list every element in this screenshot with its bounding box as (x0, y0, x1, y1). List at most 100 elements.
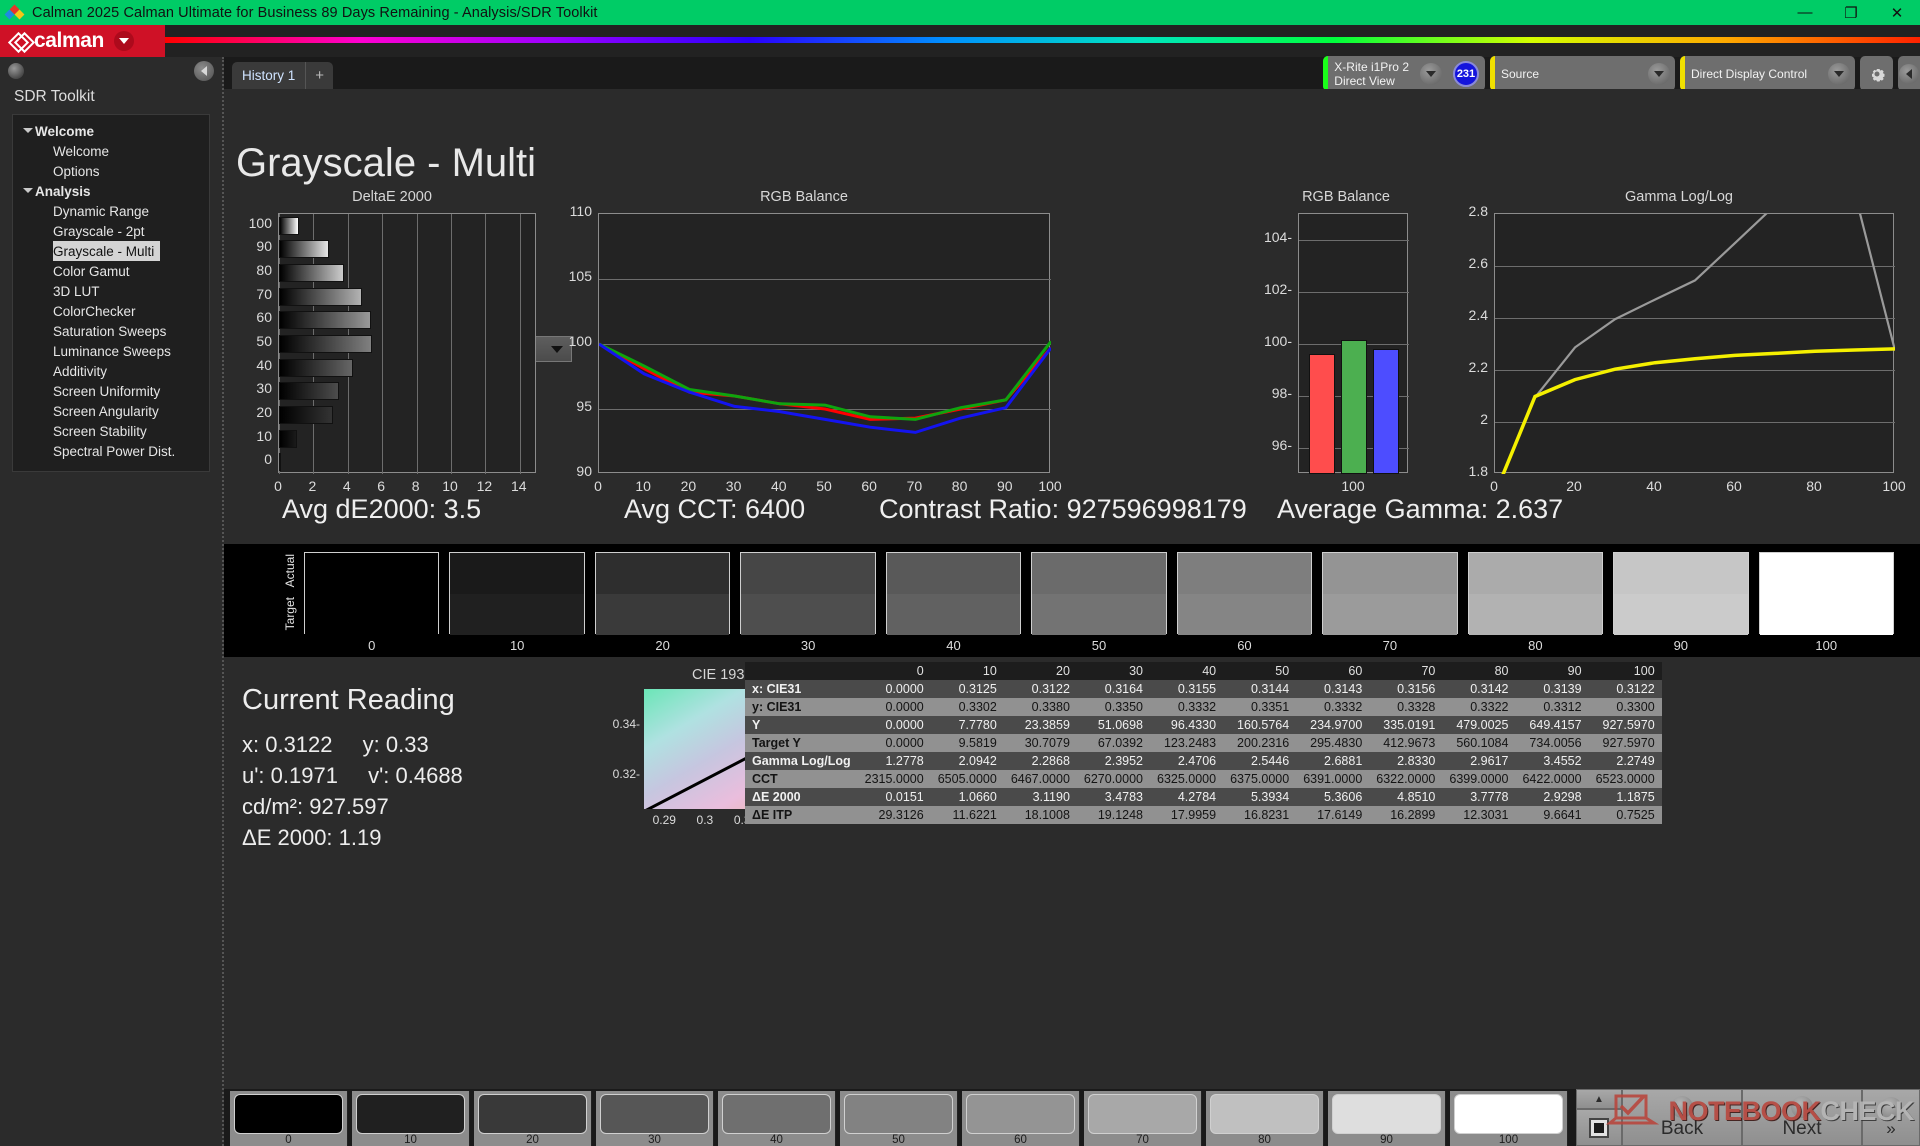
add-tab-button[interactable]: + (305, 62, 333, 89)
summary-average-gamma: Average Gamma: 2.637 (1277, 494, 1564, 524)
table-cell: 6505.0000 (930, 770, 1004, 788)
back-button[interactable]: Back (1622, 1089, 1742, 1146)
patch-label-30: 30 (800, 638, 816, 653)
table-cell: 6523.0000 (1588, 770, 1662, 788)
skip-forward-button[interactable]: » (1862, 1089, 1920, 1146)
bottom-patch-cell-100[interactable]: 100 (1450, 1091, 1568, 1146)
sidebar-item-options[interactable]: Options (53, 163, 100, 179)
bottom-patch-cell-0[interactable]: 0 (230, 1091, 348, 1146)
source-chevron-down-icon[interactable] (1648, 62, 1670, 85)
sidebar-item-colorchecker[interactable]: ColorChecker (53, 303, 136, 319)
table-cell: 29.3126 (857, 806, 931, 824)
sidebar-item-grayscale-multi[interactable]: Grayscale - Multi (53, 241, 161, 261)
chart-rgb-balance-line-title: RGB Balance (760, 189, 848, 205)
table-row-header: ΔE ITP (745, 806, 858, 824)
maximize-button[interactable]: ❐ (1844, 4, 1858, 22)
skip-knob-icon (1880, 1096, 1902, 1119)
bottom-patch-cell-70[interactable]: 70 (1084, 1091, 1202, 1146)
settings-button[interactable] (1860, 56, 1893, 91)
patch-actual-90 (1614, 553, 1748, 594)
sidebar-collapse-icon[interactable] (194, 61, 214, 81)
sidebar-item-welcome[interactable]: Welcome (53, 143, 110, 159)
bottom-patch-cell-90[interactable]: 90 (1328, 1091, 1446, 1146)
minimize-button[interactable]: — (1797, 4, 1813, 21)
table-cell: 335.0191 (1369, 716, 1443, 734)
patch-target-0 (305, 594, 439, 635)
sidebar-item-analysis[interactable]: Analysis (13, 181, 209, 201)
bottom-patch-cell-20[interactable]: 20 (474, 1091, 592, 1146)
source-selector[interactable]: Source (1490, 56, 1675, 91)
ytick-40: 40 (256, 356, 272, 373)
bottom-patch-cell-60[interactable]: 60 (962, 1091, 1080, 1146)
table-column-header: 40 (1150, 662, 1224, 680)
bottom-patch-cell-30[interactable]: 30 (596, 1091, 714, 1146)
table-cell: 23.3859 (1003, 716, 1077, 734)
meter-chevron-down-icon[interactable] (1420, 62, 1442, 85)
bar-deltae-20 (279, 405, 333, 424)
table-cell: 3.4552 (1515, 752, 1589, 770)
display-control-chevron-down-icon[interactable] (1828, 62, 1850, 85)
table-cell: 0.0000 (857, 716, 931, 734)
table-cell: 11.6221 (930, 806, 1004, 824)
sidebar-item-3d-lut[interactable]: 3D LUT (53, 283, 100, 299)
patch-box-50 (1031, 552, 1167, 635)
grayscale-patch-strip: Actual Target 0 10 20 30 40 50 60 70 80 90 100 (224, 544, 1920, 657)
bottom-patch-swatch-90 (1332, 1094, 1441, 1134)
current-reading-y: y: 0.33 (362, 732, 429, 757)
sidebar-item-luminance-sweeps[interactable]: Luminance Sweeps (53, 343, 171, 359)
scroll-up-button[interactable]: ▲ (1576, 1089, 1622, 1109)
table-cell: 1.1875 (1588, 788, 1662, 806)
display-control-selector[interactable]: Direct Display Control (1680, 56, 1855, 91)
patch-box-30 (740, 552, 876, 635)
sidebar-item-saturation-sweeps[interactable]: Saturation Sweeps (53, 323, 167, 339)
table-column-header: 50 (1223, 662, 1297, 680)
sidebar-item-welcome[interactable]: Welcome (13, 121, 209, 141)
bottom-patch-cell-50[interactable]: 50 (840, 1091, 958, 1146)
table-cell: 3.1190 (1003, 788, 1077, 806)
bottom-patch-cell-10[interactable]: 10 (352, 1091, 470, 1146)
calman-brand-button[interactable]: calman (0, 25, 165, 57)
sidebar-item-screen-uniformity[interactable]: Screen Uniformity (53, 383, 161, 399)
gridline-vertical (382, 214, 384, 474)
table-cell: 6325.0000 (1150, 770, 1224, 788)
brand-menu-chevron-down-icon[interactable] (113, 31, 134, 51)
window-titlebar: Calman 2025 Calman Ultimate for Business… (0, 0, 1920, 25)
meter-selector[interactable]: X-Rite i1Pro 2 Direct View 231 (1323, 56, 1485, 91)
table-row-header: Y (745, 716, 858, 734)
chevron-up-icon: ▲ (1594, 1093, 1604, 1105)
sidebar-item-spectral-power-dist[interactable]: Spectral Power Dist. (53, 443, 176, 459)
table-cell: 0.3156 (1369, 680, 1443, 698)
table-cell: 0.0000 (857, 734, 931, 752)
sidebar-item-grayscale-2pt[interactable]: Grayscale - 2pt (53, 223, 145, 239)
sidebar-record-dot-icon[interactable] (8, 63, 24, 79)
table-cell: 18.1008 (1003, 806, 1077, 824)
next-button[interactable]: Next (1742, 1089, 1862, 1146)
bottom-patch-cell-40[interactable]: 40 (718, 1091, 836, 1146)
bottom-patch-cell-80[interactable]: 80 (1206, 1091, 1324, 1146)
sidebar-item-additivity[interactable]: Additivity (53, 363, 108, 379)
table-column-header: 20 (1003, 662, 1077, 680)
toolbar-collapse-button[interactable] (1898, 56, 1920, 91)
close-button[interactable]: ✕ (1890, 4, 1904, 22)
chevron-left-icon (1899, 63, 1919, 84)
table-cell: 51.0698 (1076, 716, 1150, 734)
sidebar-item-screen-stability[interactable]: Screen Stability (53, 423, 147, 439)
tab-history-1[interactable]: History 1 + (232, 62, 334, 89)
bottom-patch-strip: 0 10 20 30 40 50 60 70 80 90 100 (224, 1091, 1574, 1146)
table-cell: 412.9673 (1369, 734, 1443, 752)
table-column-header: 60 (1296, 662, 1370, 680)
ytick-0.34: 0.34- (612, 717, 640, 731)
gridline-105 (599, 279, 1051, 280)
patch-cell-90: 90 (1613, 552, 1749, 653)
patch-box-60 (1176, 552, 1313, 635)
sidebar-item-color-gamut[interactable]: Color Gamut (53, 263, 130, 279)
ytick-90: 90 (256, 238, 272, 255)
stop-button[interactable] (1576, 1109, 1622, 1146)
ytick-70: 70 (256, 285, 272, 302)
bar-blue (1373, 349, 1399, 474)
sidebar-item-screen-angularity[interactable]: Screen Angularity (53, 403, 159, 419)
table-corner-cell (745, 662, 858, 680)
bottom-patch-swatch-0 (234, 1094, 343, 1134)
table-cell: 6322.0000 (1369, 770, 1443, 788)
sidebar-item-dynamic-range[interactable]: Dynamic Range (53, 203, 150, 219)
